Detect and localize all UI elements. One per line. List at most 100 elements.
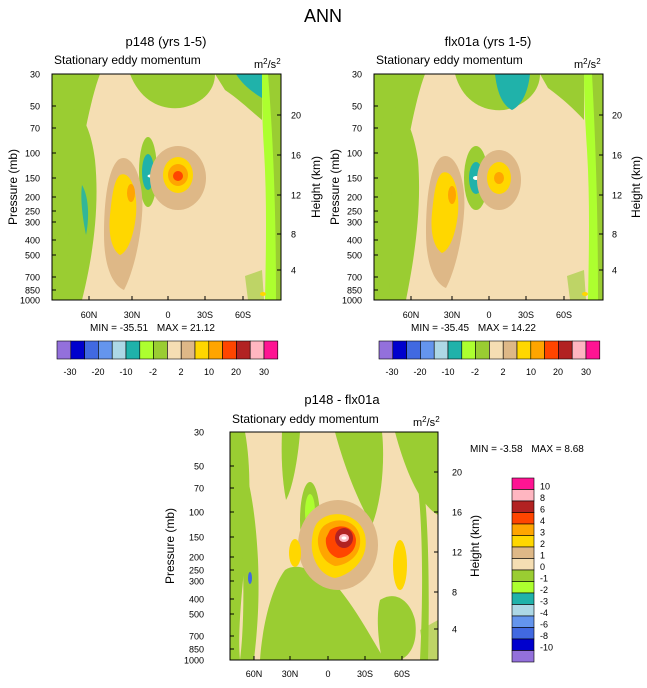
svg-text:100: 100 (25, 149, 40, 159)
ztick-20: 20 (599, 111, 622, 121)
ytick-100: 100 (347, 149, 378, 159)
svg-text:0: 0 (486, 310, 491, 320)
plot-frame (51, 73, 282, 301)
svg-text:100: 100 (189, 508, 204, 518)
svg-text:8: 8 (612, 230, 617, 240)
colorbar-label: 2 (540, 539, 545, 549)
ztick-16: 16 (434, 508, 462, 518)
colorbar-swatch (461, 340, 476, 360)
svg-text:30: 30 (352, 70, 362, 80)
colorbar-swatch (502, 340, 518, 360)
colorbar-swatch (194, 340, 210, 360)
colorbar-label: -20 (413, 367, 426, 377)
svg-text:12: 12 (612, 191, 622, 201)
xtick-60S: 60S (556, 296, 572, 320)
colorbar-label: 2 (178, 367, 183, 377)
ztick-8: 8 (434, 588, 457, 598)
ytick-70: 70 (194, 484, 234, 494)
svg-text:30S: 30S (357, 669, 373, 679)
svg-text:150: 150 (25, 174, 40, 184)
svg-text:16: 16 (452, 508, 462, 518)
svg-text:4: 4 (612, 266, 617, 276)
svg-text:60S: 60S (394, 669, 410, 679)
ytick-500: 500 (25, 251, 56, 261)
colorbar-swatch (544, 340, 559, 360)
svg-text:200: 200 (347, 193, 362, 203)
colorbar-swatch (433, 340, 449, 360)
colorbar-swatch (511, 523, 535, 536)
svg-text:20: 20 (452, 468, 462, 478)
right-axis: 20 16 12 8 4 (599, 111, 622, 276)
colorbar-swatch (236, 340, 251, 360)
ytick-150: 150 (189, 533, 234, 543)
svg-text:60N: 60N (81, 310, 98, 320)
colorbar-swatch (98, 340, 113, 360)
panel-subtitle: Stationary eddy momentum (54, 53, 201, 67)
colorbar-label: -2 (540, 585, 548, 595)
svg-text:30N: 30N (124, 310, 141, 320)
ytick-200: 200 (347, 193, 378, 203)
ytick-1000: 1000 (342, 296, 378, 306)
ztick-4: 4 (277, 266, 296, 276)
svg-text:20: 20 (612, 111, 622, 121)
contour-field (374, 74, 603, 300)
colorbar-label: -10 (441, 367, 454, 377)
svg-text:12: 12 (452, 548, 462, 558)
colorbar-swatch (180, 340, 196, 360)
ytick-700: 700 (347, 273, 378, 283)
ytick-200: 200 (25, 193, 56, 203)
colorbar-swatch (511, 638, 535, 651)
panel-p148: p148 (yrs 1-5) Stationary eddy momentum … (6, 34, 323, 334)
ztick-12: 12 (434, 548, 462, 558)
colorbar-label: 4 (540, 516, 545, 526)
svg-text:250: 250 (25, 207, 40, 217)
svg-text:1000: 1000 (20, 296, 40, 306)
colorbar-swatch (585, 340, 601, 360)
svg-text:30S: 30S (518, 310, 534, 320)
svg-text:700: 700 (25, 273, 40, 283)
svg-text:0: 0 (325, 669, 330, 679)
colorbar-swatch (406, 340, 421, 360)
units-label: m2/s2 (574, 57, 601, 72)
ytick-700: 700 (189, 632, 234, 642)
colorbar-label: 10 (540, 482, 550, 492)
colorbar-swatch (392, 340, 407, 360)
left-axis: 30 50 70 100 150 200 250 300 400 500 700… (342, 70, 378, 306)
colorbar-label: -8 (540, 631, 548, 641)
ytick-70: 70 (352, 124, 378, 134)
ytick-150: 150 (347, 174, 378, 184)
svg-text:50: 50 (30, 102, 40, 112)
svg-text:30S: 30S (197, 310, 213, 320)
colorbar-label: -1 (540, 574, 548, 584)
panel-subtitle: Stationary eddy momentum (376, 53, 523, 67)
ytick-100: 100 (25, 149, 56, 159)
ytick-400: 400 (189, 595, 234, 605)
svg-text:850: 850 (25, 286, 40, 296)
svg-text:60S: 60S (235, 310, 251, 320)
svg-text:100: 100 (347, 149, 362, 159)
ztick-20: 20 (434, 468, 462, 478)
svg-text:8: 8 (452, 588, 457, 598)
colorbar-label: -10 (540, 643, 553, 653)
colorbar-swatch (378, 340, 394, 360)
colorbar-label: -30 (385, 367, 398, 377)
ytick-500: 500 (189, 610, 234, 620)
xtick-30S: 30S (197, 296, 213, 320)
colorbar-swatch (139, 340, 154, 360)
ytick-250: 250 (189, 566, 234, 576)
contour-field (52, 74, 281, 300)
colorbar-swatch (70, 340, 85, 360)
y-axis-label: Pressure (mb) (328, 149, 342, 225)
svg-text:500: 500 (25, 251, 40, 261)
colorbar-label: -2 (471, 367, 479, 377)
colorbar-swatch (249, 340, 265, 360)
ytick-850: 850 (25, 286, 56, 296)
colorbar-swatch (511, 546, 535, 559)
right-axis: 20 16 12 8 4 (277, 111, 301, 276)
svg-text:500: 500 (189, 610, 204, 620)
left-axis: 30 50 70 100 150 200 250 300 400 500 700… (184, 428, 234, 666)
svg-text:250: 250 (189, 566, 204, 576)
panel-title: flx01a (yrs 1-5) (445, 34, 532, 49)
svg-text:700: 700 (347, 273, 362, 283)
